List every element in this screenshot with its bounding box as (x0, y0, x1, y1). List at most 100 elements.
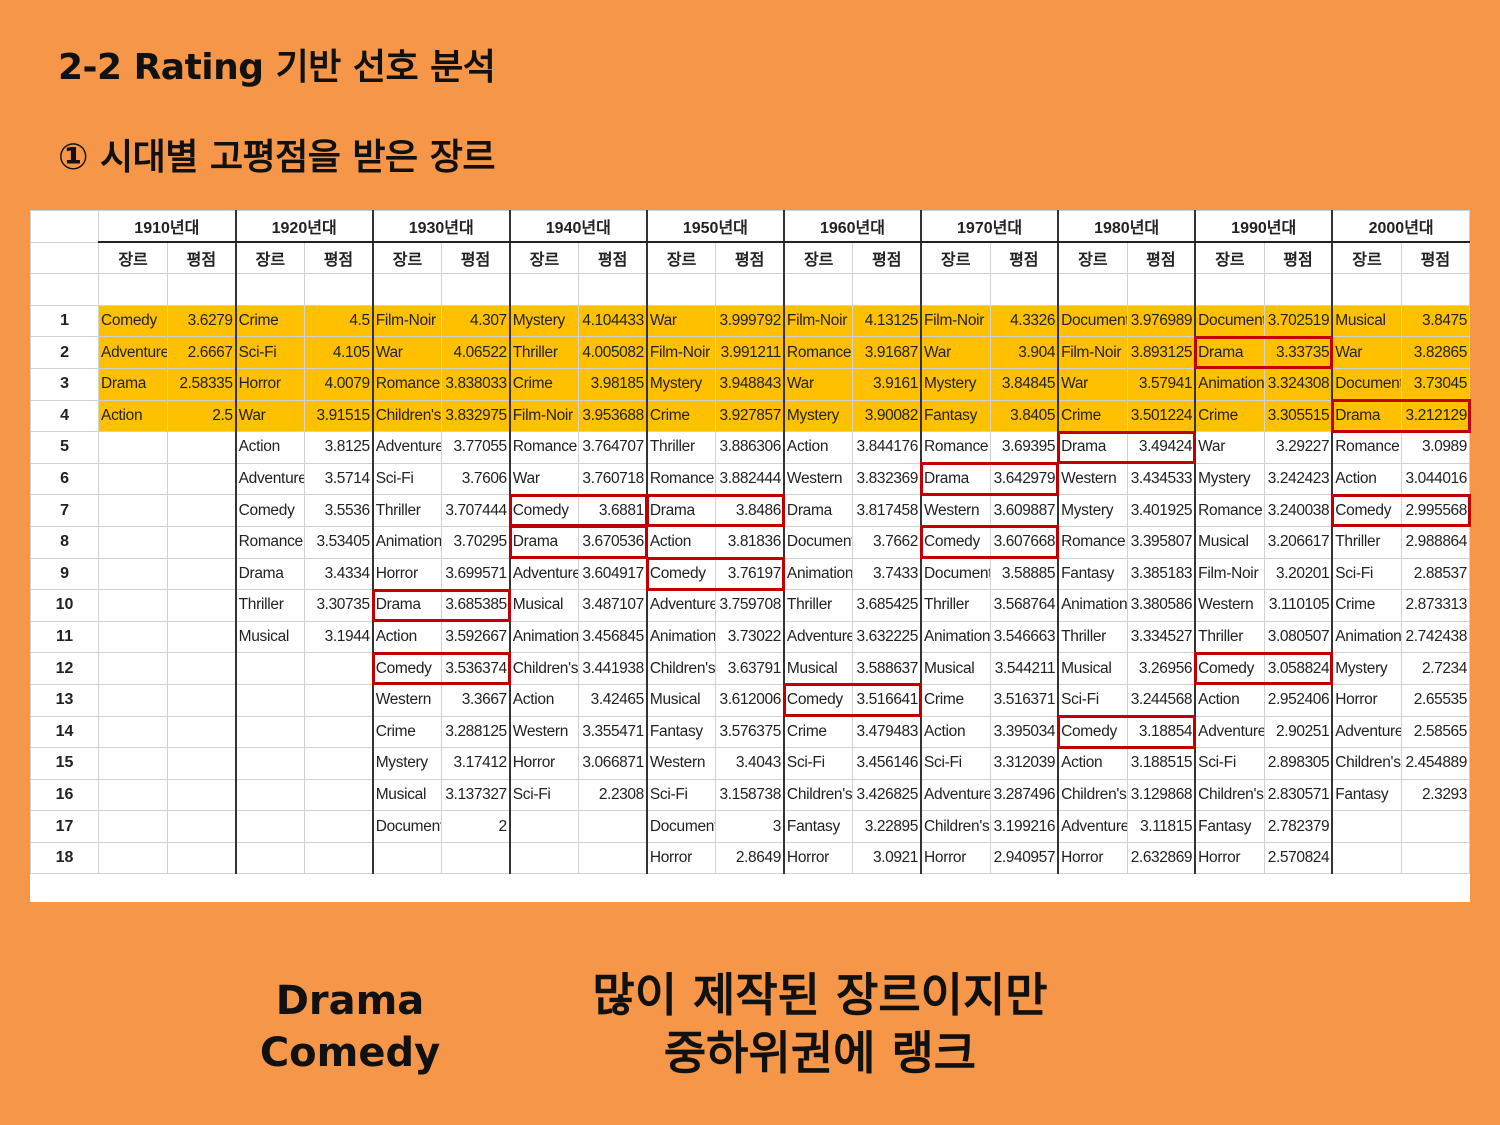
genre-cell: Adventure (1331, 715, 1402, 749)
genre-cell: Film-Noir (508, 399, 580, 433)
score-cell: 3.832975 (441, 399, 511, 433)
score-cell: 2.8649 (715, 841, 785, 875)
genre-cell: Animation (919, 620, 991, 654)
genre-cell: Musical (508, 589, 580, 622)
score-cell: 3.685425 (852, 589, 922, 622)
genre-cell: Thriller (645, 431, 717, 464)
table-row: 11 Musical 3.1944 Action 3.592667 Animation 3.… (29, 620, 1471, 654)
score-cell: 3.886306 (715, 431, 785, 464)
genre-cell: Sci-Fi (1331, 557, 1402, 591)
genre-cell: Horror (1057, 841, 1128, 875)
genre-cell: Horror (645, 841, 717, 875)
score-cell (167, 557, 237, 591)
genre-drama-label: Drama (275, 978, 425, 1024)
decade-header: 1990년대 (1194, 210, 1333, 244)
score-cell: 3.42465 (578, 683, 648, 717)
genre-cell: Drama (508, 525, 580, 559)
score-cell: 3.044016 (1400, 462, 1471, 496)
genre-cell: Sci-Fi (371, 462, 443, 496)
genre-cell: Western (919, 494, 991, 527)
genre-cell: Western (371, 683, 443, 717)
genre-column-header: 장르 (1331, 241, 1402, 275)
score-cell (304, 747, 374, 780)
table-row: 3 Drama 2.58335 Horror 4.0079 Romance 3.838033… (29, 367, 1471, 401)
conclusion-line-2: 중하위권에 랭크 (663, 1026, 977, 1080)
genre-cell: Romance (1194, 494, 1265, 527)
empty-cell (782, 273, 854, 306)
genre-cell: Mystery (1331, 652, 1402, 685)
empty-cell (304, 273, 374, 306)
genre-cell: Fantasy (1331, 778, 1402, 812)
score-cell: 2.7234 (1400, 652, 1471, 685)
score-cell (441, 841, 511, 875)
genre-cell: Musical (234, 620, 306, 654)
score-cell: 3.73045 (1400, 367, 1471, 401)
genre-cell: War (371, 336, 443, 369)
genre-cell: Sci-Fi (782, 747, 854, 780)
score-cell: 3.764707 (578, 431, 648, 464)
score-cell: 3.441938 (578, 652, 648, 685)
score-cell: 3.948843 (715, 367, 785, 401)
score-cell: 3.685385 (441, 589, 511, 622)
genre-cell: Drama (371, 589, 443, 622)
genre-cell: Children's (371, 399, 443, 433)
score-cell: 3.607668 (989, 525, 1059, 559)
score-cell: 3.199216 (989, 810, 1059, 843)
score-cell: 3.702519 (1263, 304, 1333, 338)
genre-cell: Animation (1057, 589, 1128, 622)
score-cell: 4.104433 (578, 304, 648, 338)
score-cell: 3.976989 (1126, 304, 1196, 338)
genre-cell: Children's (508, 652, 580, 685)
rank-cell: 13 (29, 683, 100, 717)
genre-column-header: 장르 (371, 241, 443, 275)
genre-cell: Romance (1057, 525, 1128, 559)
score-cell: 3.3667 (441, 683, 511, 717)
genre-cell: Film-Noir (1194, 557, 1265, 591)
genre-cell: Animation (782, 557, 854, 591)
empty-cell (1331, 273, 1402, 306)
rank-cell: 6 (29, 462, 100, 496)
genre-cell: Drama (782, 494, 854, 527)
score-cell: 3.7433 (852, 557, 922, 591)
genre-cell: Crime (234, 304, 306, 338)
empty-cell (371, 273, 443, 306)
empty-cell (578, 273, 648, 306)
genre-cell: Western (508, 715, 580, 749)
rank-cell: 16 (29, 778, 100, 812)
table-row: 13 Western 3.3667 Action 3.42465 Musical 3.612… (29, 683, 1471, 717)
score-cell: 3.6279 (167, 304, 237, 338)
score-cell: 3.77055 (441, 431, 511, 464)
genre-column-header: 장르 (919, 241, 991, 275)
genre-cell: Thriller (1331, 525, 1402, 559)
genre-cell: Document (1194, 304, 1265, 338)
score-cell: 3.4334 (304, 557, 374, 591)
genre-cell: Mystery (645, 367, 717, 401)
genre-cell: Drama (919, 462, 991, 496)
genre-cell (98, 525, 169, 559)
score-cell: 3.288125 (441, 715, 511, 749)
rank-cell: 11 (29, 620, 100, 654)
empty-cell (29, 273, 100, 306)
empty-cell (989, 273, 1059, 306)
empty-cell (167, 273, 237, 306)
genre-cell: Crime (371, 715, 443, 749)
empty-cell (852, 273, 922, 306)
score-cell (167, 525, 237, 559)
score-cell: 3.456146 (852, 747, 922, 780)
score-cell: 2.58565 (1400, 715, 1471, 749)
genre-column-header: 장르 (782, 241, 854, 275)
conclusion-line-1: 많이 제작된 장르이지만 (592, 968, 1048, 1022)
genre-cell: Sci-Fi (508, 778, 580, 812)
genre-cell: Horror (371, 557, 443, 591)
genre-column-header: 장르 (645, 241, 717, 275)
empty-cell (645, 273, 717, 306)
score-cell (304, 841, 374, 875)
genre-cell: Comedy (508, 494, 580, 527)
score-cell: 2.2308 (578, 778, 648, 812)
table-row: 15 Mystery 3.17412 Horror 3.066871 Western 3.4… (29, 747, 1471, 780)
genre-cell: Adventure (371, 431, 443, 464)
genre-cell: Horror (1194, 841, 1265, 875)
score-cell: 3.129868 (1126, 778, 1196, 812)
genre-cell: Western (1194, 589, 1265, 622)
score-cell: 3.604917 (578, 557, 648, 591)
